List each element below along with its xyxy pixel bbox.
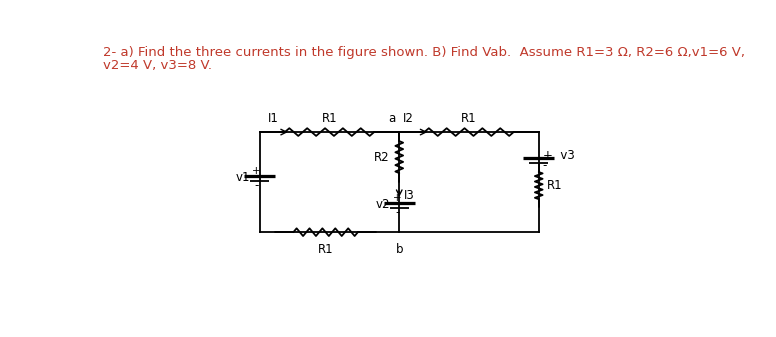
- Text: v1: v1: [236, 171, 251, 184]
- Text: R1: R1: [461, 112, 476, 125]
- Text: -: -: [396, 206, 400, 219]
- Text: 2- a) Find the three currents in the figure shown. B) Find Vab.  Assume R1=3 Ω, : 2- a) Find the three currents in the fig…: [103, 46, 745, 59]
- Text: I2: I2: [403, 112, 414, 125]
- Text: +  v3: + v3: [542, 149, 574, 162]
- Text: -: -: [255, 179, 259, 192]
- Text: a: a: [388, 112, 396, 125]
- Text: +: +: [393, 192, 402, 203]
- Text: R2: R2: [374, 151, 390, 163]
- Text: R1: R1: [322, 112, 338, 125]
- Text: R1: R1: [318, 243, 334, 256]
- Text: I3: I3: [404, 189, 414, 203]
- Text: +: +: [252, 165, 261, 176]
- Text: R1: R1: [546, 179, 562, 192]
- Text: I1: I1: [268, 112, 279, 125]
- Text: v2: v2: [376, 198, 390, 211]
- Text: -: -: [542, 159, 547, 173]
- Text: b: b: [396, 243, 403, 256]
- Text: v2=4 V, v3=8 V.: v2=4 V, v3=8 V.: [103, 59, 212, 72]
